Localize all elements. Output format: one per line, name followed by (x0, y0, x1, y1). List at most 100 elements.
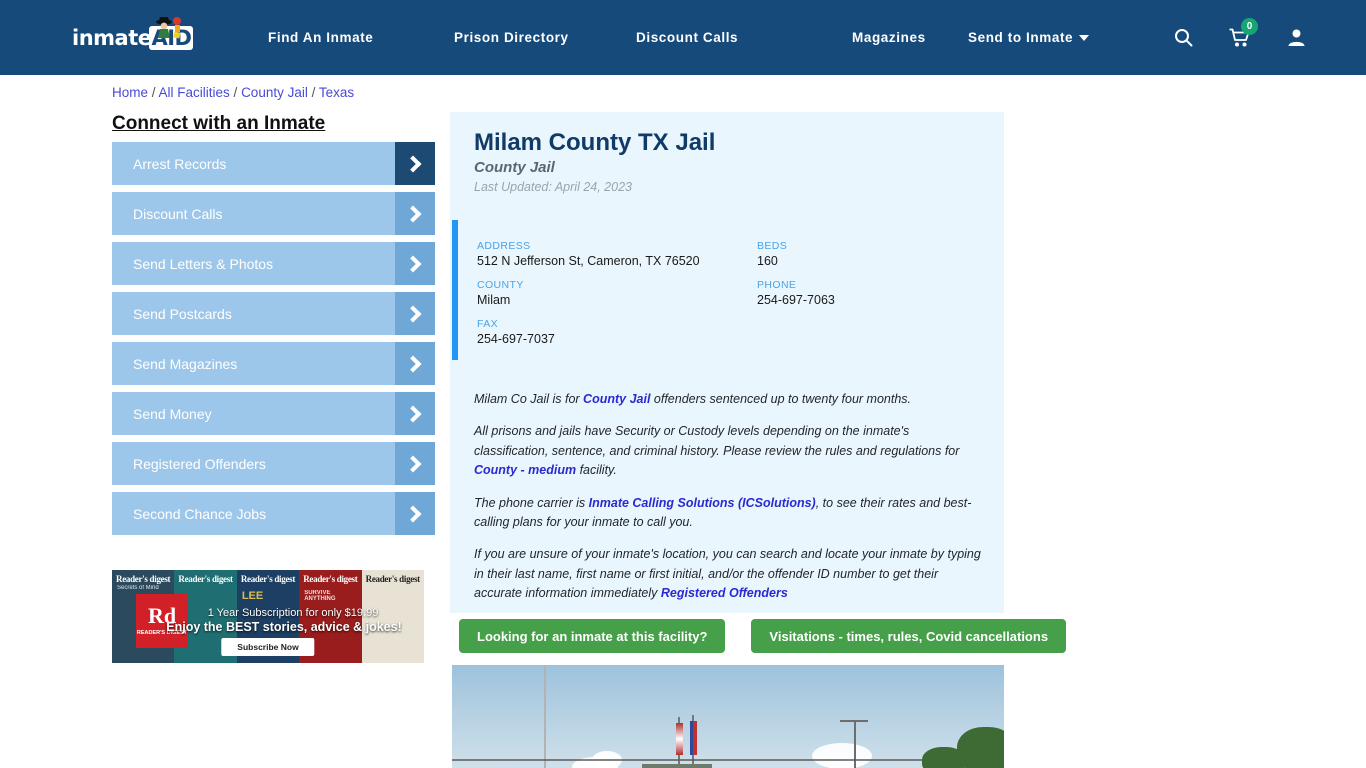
nav-item-discount-calls[interactable]: Discount Calls (636, 30, 739, 45)
paragraph-text: facility. (576, 463, 617, 478)
sidebar-item-arrow[interactable] (395, 342, 435, 385)
breadcrumb-item-home[interactable]: Home (112, 85, 149, 100)
ad-cover-sub: Secrets of Mind (117, 585, 159, 591)
paragraph-text: If you are unsure of your inmate's locat… (474, 547, 981, 600)
inline-link[interactable]: County - medium (474, 463, 577, 478)
facility-photo[interactable] (452, 665, 1004, 768)
sidebar-item-label: Arrest Records (133, 155, 227, 172)
ad-cover-title: Reader's digest (116, 574, 171, 584)
ad-cover-title: Reader's digest (240, 574, 296, 584)
visitations-button[interactable]: Visitations - times, rules, Covid cancel… (751, 619, 1067, 653)
ad-cover-sub: LEE (241, 590, 264, 602)
sidebar-item-discount-calls[interactable]: Discount Calls (112, 192, 435, 235)
sidebar-item-arrow[interactable] (395, 292, 435, 335)
sidebar-list: Arrest Records Discount Calls Send Lette… (112, 142, 435, 542)
ad-cover-title: Reader's digest (303, 574, 358, 584)
chevron-right-icon (404, 205, 422, 222)
description-paragraph: The phone carrier is Inmate Calling Solu… (474, 494, 984, 533)
sidebar-item-label: Registered Offenders (133, 455, 266, 472)
sidebar-item-send-letters-photos[interactable]: Send Letters & Photos (112, 242, 435, 285)
sidebar-item-arrow[interactable] (395, 242, 435, 285)
breadcrumb-item-texas[interactable]: Texas (318, 85, 355, 100)
sidebar-item-arrow[interactable] (395, 192, 435, 235)
paragraph-text: offenders sentenced up to twenty four mo… (650, 392, 911, 406)
info-label: FAX (477, 318, 499, 330)
paragraph-text: Milam Co Jail is for (474, 392, 584, 406)
user-account-icon (1288, 29, 1305, 46)
texas-flag-shape (690, 721, 697, 755)
sidebar-item-label: Discount Calls (133, 205, 223, 222)
chevron-down-icon (1079, 35, 1090, 42)
breadcrumb-separator: / (229, 85, 242, 100)
sidebar-item-label: Send Magazines (133, 355, 238, 372)
paragraph-text: , to see their rates and best-calling pl… (474, 495, 972, 529)
paragraph-text: The phone carrier is (474, 495, 589, 510)
inline-link[interactable]: County Jail (583, 392, 651, 406)
ad-cover: Reader's digest (361, 570, 424, 663)
info-value: Milam (477, 293, 511, 307)
power-line-shape (452, 759, 1004, 761)
breadcrumb: Home / All Facilities / County Jail / Te… (112, 85, 354, 100)
search-button[interactable] (1174, 28, 1193, 47)
ad-headline: 1 Year Subscription for only $19.99 (207, 607, 379, 619)
inline-link[interactable]: Inmate Calling Solutions (ICSolutions) (588, 495, 816, 510)
inline-link[interactable]: Registered Offenders (660, 586, 788, 600)
ad-badge-sub: READER'S DIGEST (136, 630, 188, 637)
sidebar-item-registered-offenders[interactable]: Registered Offenders (112, 442, 435, 485)
ad-badge-title: Rd (147, 603, 177, 629)
action-button-row: Looking for an inmate at this facility? … (459, 619, 1067, 653)
advertisement-banner[interactable]: Reader's digest Secrets of Mind Reader's… (112, 570, 424, 663)
chevron-right-icon (404, 505, 422, 522)
chevron-right-icon (404, 355, 422, 372)
info-field-beds: BEDS 160 (757, 240, 997, 268)
breadcrumb-separator: / (148, 85, 159, 100)
facility-description: Milam Co Jail is for County Jail offende… (474, 390, 984, 616)
cloud-shape (812, 743, 872, 768)
nav-item-prison-directory[interactable]: Prison Directory (454, 30, 569, 45)
search-icon (1175, 29, 1193, 47)
ad-brand-badge: Rd READER'S DIGEST (136, 594, 188, 648)
ad-subheadline: Enjoy the BEST stories, advice & jokes! (166, 620, 402, 634)
chevron-right-icon (404, 455, 422, 472)
top-navigation-bar: inmateAID Find An Inmate Prison Director… (0, 0, 1366, 75)
nav-item-find-an-inmate[interactable]: Find An Inmate (268, 30, 374, 45)
ad-cover-title: Reader's digest (365, 574, 421, 584)
sidebar-item-send-money[interactable]: Send Money (112, 392, 435, 435)
info-label: BEDS (757, 240, 788, 252)
facility-info-block: ADDRESS 512 N Jefferson St, Cameron, TX … (452, 220, 1004, 370)
sidebar-item-arrow[interactable] (395, 392, 435, 435)
sidebar-item-arrest-records[interactable]: Arrest Records (112, 142, 435, 185)
sidebar-item-label: Second Chance Jobs (133, 505, 267, 522)
cart-button[interactable]: 0 (1229, 17, 1258, 48)
info-label: ADDRESS (477, 240, 531, 252)
info-value: 512 N Jefferson St, Cameron, TX 76520 (477, 254, 700, 268)
info-value: 254-697-7037 (477, 332, 555, 346)
site-logo[interactable]: inmateAID (72, 14, 198, 62)
ad-subscribe-button[interactable]: Subscribe Now (221, 638, 315, 656)
account-button[interactable] (1287, 28, 1306, 47)
tree-shape (922, 747, 966, 768)
logo-figure-icon (156, 17, 181, 39)
description-paragraph: All prisons and jails have Security or C… (474, 422, 984, 480)
nav-item-send-to-inmate[interactable]: Send to Inmate (968, 30, 1090, 45)
ad-cover-sub: SURVIVE ANYTHING (304, 590, 336, 602)
sidebar-item-send-magazines[interactable]: Send Magazines (112, 342, 435, 385)
chevron-right-icon (404, 155, 422, 172)
info-label: PHONE (757, 279, 797, 291)
sidebar-item-arrow[interactable] (395, 492, 435, 535)
sidebar-item-send-postcards[interactable]: Send Postcards (112, 292, 435, 335)
info-field-address: ADDRESS 512 N Jefferson St, Cameron, TX … (477, 240, 757, 268)
cart-count-badge: 0 (1241, 17, 1258, 35)
sidebar-item-second-chance-jobs[interactable]: Second Chance Jobs (112, 492, 435, 535)
breadcrumb-item-county-jail[interactable]: County Jail (241, 85, 308, 100)
info-value: 254-697-7063 (757, 293, 835, 307)
sidebar-item-arrow[interactable] (395, 442, 435, 485)
nav-item-send-to-inmate-label: Send to Inmate (968, 30, 1074, 45)
nav-item-magazines[interactable]: Magazines (852, 30, 926, 45)
find-inmate-button[interactable]: Looking for an inmate at this facility? (459, 619, 726, 653)
building-roof-shape (642, 764, 712, 768)
sidebar-heading: Connect with an Inmate (112, 113, 326, 134)
info-value: 160 (757, 254, 778, 268)
sidebar-item-arrow[interactable] (395, 142, 435, 185)
breadcrumb-item-all-facilities[interactable]: All Facilities (158, 85, 230, 100)
